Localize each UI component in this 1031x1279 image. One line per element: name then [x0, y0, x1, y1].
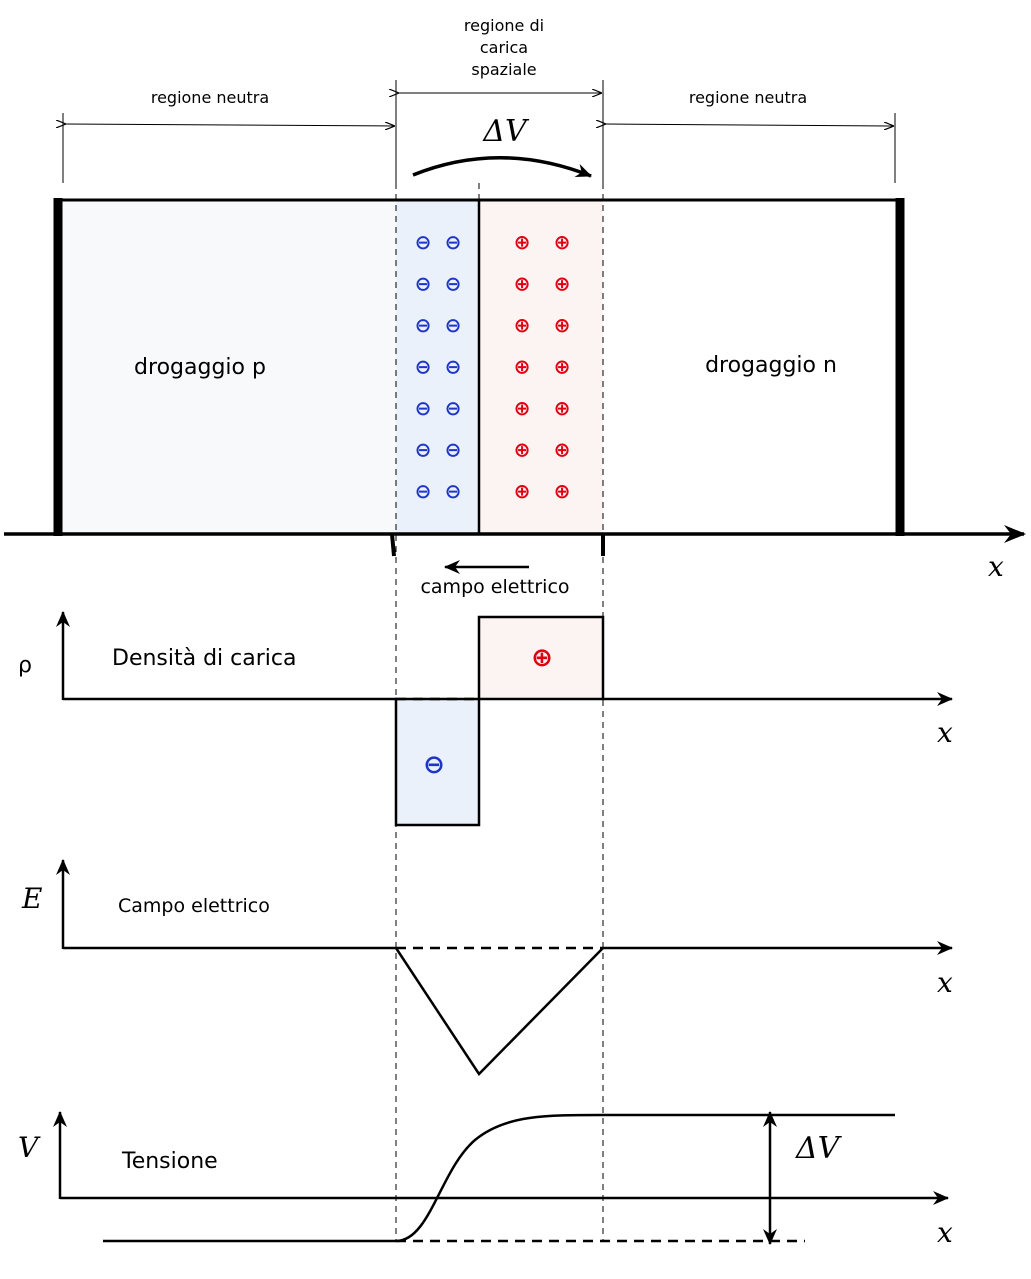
negative-charge-symbol: ⊖: [415, 438, 432, 462]
right-neutral-dimension-arrow: [605, 124, 893, 126]
depletion-positive-region: [479, 200, 603, 534]
top-annotations: regione neutra regione neutra regione di…: [63, 16, 896, 183]
rho-positive-symbol: ⊕: [531, 643, 553, 673]
positive-charge-symbol: ⊕: [554, 313, 571, 337]
depletion-left-foot: [390, 533, 396, 557]
positive-charge-symbol: ⊕: [514, 313, 531, 337]
negative-charge-symbol: ⊖: [445, 438, 462, 462]
negative-charge-symbol: ⊖: [415, 479, 432, 503]
positive-charge-symbol: ⊕: [514, 396, 531, 420]
rho-y-label: ρ: [18, 653, 32, 678]
v-x-axis-label: x: [937, 1216, 953, 1249]
negative-charge-symbol: ⊖: [415, 272, 432, 296]
left-neutral-dimension-arrow: [65, 124, 394, 126]
negative-charge-symbol: ⊖: [445, 479, 462, 503]
rho-negative-symbol: ⊖: [423, 750, 445, 780]
junction-block: x drogaggio p drogaggio n ⊖ ⊖⊖ ⊖⊖ ⊖⊖ ⊖⊖ ⊖⊖ ⊖⊖ ⊖…: [4, 198, 1026, 598]
right-neutral-label: regione neutra: [689, 88, 807, 107]
rho-x-axis-label: x: [937, 716, 953, 749]
v-y-label: V: [18, 1131, 41, 1164]
depletion-negative-region: [396, 200, 479, 534]
positive-charge-symbol: ⊕: [514, 230, 531, 254]
v-curve: [103, 1113, 895, 1243]
e-y-label: E: [21, 882, 42, 915]
electric-field-plot: E Campo elettrico x: [21, 859, 953, 1076]
space-charge-label-line1: regione di: [464, 16, 544, 35]
negative-charge-symbol: ⊖: [445, 272, 462, 296]
positive-charge-symbol: ⊕: [514, 272, 531, 296]
negative-charge-symbol: ⊖: [445, 313, 462, 337]
positive-charge-symbol: ⊕: [554, 272, 571, 296]
p-region: [58, 200, 396, 534]
negative-charge-symbol: ⊖: [415, 230, 432, 254]
p-region-label: drogaggio p: [134, 355, 266, 380]
junction-x-axis-label: x: [988, 550, 1004, 583]
e-title: Campo elettrico: [118, 895, 270, 917]
negative-charge-symbol: ⊖: [415, 396, 432, 420]
negative-charge-symbol: ⊖: [415, 313, 432, 337]
space-charge-label-line2: carica: [480, 38, 528, 57]
rho-title: Densità di carica: [112, 646, 296, 671]
positive-charge-symbol: ⊕: [554, 230, 571, 254]
n-region-label: drogaggio n: [705, 353, 837, 378]
space-charges: ⊖ ⊖ ⊖ ⊖ ⊖ ⊖ ⊖ ⊖ ⊖ ⊖ ⊖ ⊖ ⊖ ⊖ ⊕ ⊕ ⊕ ⊕ ⊕ ⊕ ⊕ ⊕ ⊕ ⊕ ⊕ ⊕ ⊕ ⊕: [415, 230, 571, 503]
positive-charge-symbol: ⊕: [514, 438, 531, 462]
field-label: campo elettrico: [420, 576, 569, 598]
positive-charge-symbol: ⊕: [514, 479, 531, 503]
rho-positive-block: [477, 615, 605, 701]
negative-charge-symbol: ⊖: [415, 355, 432, 379]
negative-charge-symbol: ⊖: [445, 230, 462, 254]
e-field-curve: [394, 947, 604, 1076]
v-title: Tensione: [121, 1149, 218, 1174]
positive-charge-symbol: ⊕: [554, 355, 571, 379]
positive-charge-symbol: ⊕: [554, 396, 571, 420]
v-delta-label: ΔV: [795, 1131, 843, 1166]
space-charge-label-line3: spaziale: [471, 60, 536, 79]
negative-charge-symbol: ⊖: [445, 355, 462, 379]
potential-difference-arrow: [412, 156, 592, 178]
negative-charge-symbol: ⊖: [445, 396, 462, 420]
positive-charge-symbol: ⊕: [554, 438, 571, 462]
positive-charge-symbol: ⊕: [514, 355, 531, 379]
voltage-plot: V Tensione ΔV x: [18, 1111, 953, 1249]
positive-charge-symbol: ⊕: [554, 479, 571, 503]
charge-density-plot: ρ Densità di carica ⊕ ⊖ x: [18, 611, 953, 827]
potential-difference-label: ΔV: [482, 114, 530, 149]
e-x-axis-label: x: [937, 966, 953, 999]
left-neutral-label: regione neutra: [151, 88, 269, 107]
